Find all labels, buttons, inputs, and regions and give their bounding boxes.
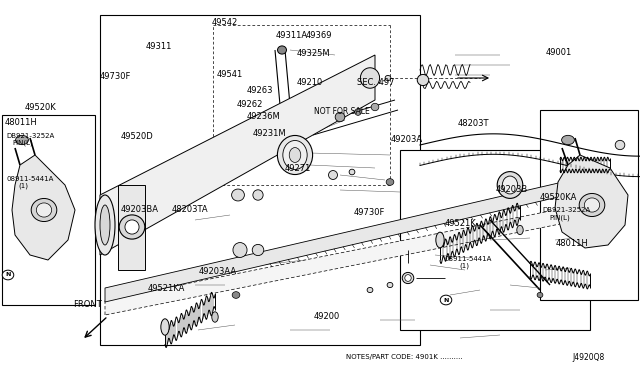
- Text: PIN(L): PIN(L): [13, 140, 33, 147]
- Ellipse shape: [355, 109, 361, 115]
- Text: 49203B: 49203B: [496, 185, 528, 194]
- Ellipse shape: [119, 215, 145, 239]
- Text: SEC. 497: SEC. 497: [357, 78, 395, 87]
- Ellipse shape: [253, 190, 263, 200]
- Ellipse shape: [335, 112, 345, 122]
- Ellipse shape: [277, 135, 312, 174]
- Polygon shape: [118, 185, 145, 270]
- Polygon shape: [100, 55, 375, 255]
- Ellipse shape: [387, 282, 393, 288]
- Polygon shape: [105, 205, 580, 315]
- Ellipse shape: [31, 199, 57, 222]
- Text: 49203BA: 49203BA: [120, 205, 158, 214]
- Text: 49521KA: 49521KA: [147, 284, 184, 293]
- Text: 49203AA: 49203AA: [198, 267, 237, 276]
- Ellipse shape: [283, 141, 307, 170]
- Text: J4920Q8: J4920Q8: [573, 353, 605, 362]
- Ellipse shape: [232, 292, 240, 298]
- Text: 49521K: 49521K: [445, 219, 477, 228]
- Ellipse shape: [386, 179, 394, 185]
- Ellipse shape: [161, 319, 169, 335]
- Text: 49325M: 49325M: [296, 49, 330, 58]
- Ellipse shape: [3, 270, 14, 280]
- Bar: [100, 15, 420, 345]
- Text: 49369: 49369: [306, 31, 332, 40]
- Text: 49542: 49542: [211, 18, 237, 27]
- Ellipse shape: [328, 170, 337, 179]
- Ellipse shape: [537, 292, 543, 298]
- Text: 49271: 49271: [285, 164, 311, 173]
- Ellipse shape: [385, 76, 391, 81]
- Text: 48203T: 48203T: [458, 119, 489, 128]
- Ellipse shape: [252, 244, 264, 256]
- Ellipse shape: [212, 312, 218, 322]
- Text: 49236M: 49236M: [246, 112, 280, 121]
- Text: 49210: 49210: [296, 78, 323, 87]
- Bar: [540, 110, 638, 300]
- Text: 49200: 49200: [314, 312, 340, 321]
- Text: FRONT: FRONT: [74, 300, 102, 309]
- Text: 49520D: 49520D: [120, 132, 153, 141]
- Text: (1): (1): [460, 263, 470, 269]
- Text: N: N: [444, 298, 449, 302]
- Ellipse shape: [371, 103, 379, 111]
- Ellipse shape: [497, 171, 523, 198]
- Text: 48011H: 48011H: [556, 239, 588, 248]
- Ellipse shape: [562, 135, 575, 145]
- Ellipse shape: [36, 203, 52, 217]
- Ellipse shape: [289, 148, 301, 163]
- Bar: [2, 115, 95, 305]
- Ellipse shape: [403, 272, 414, 283]
- Text: 49001: 49001: [545, 48, 572, 57]
- Polygon shape: [555, 155, 628, 248]
- Ellipse shape: [15, 135, 28, 145]
- Text: (1): (1): [18, 183, 28, 189]
- Ellipse shape: [440, 295, 452, 305]
- Ellipse shape: [367, 288, 373, 293]
- Ellipse shape: [95, 195, 115, 255]
- Text: 48203TA: 48203TA: [172, 205, 208, 214]
- Text: 49541: 49541: [216, 70, 243, 79]
- Ellipse shape: [233, 243, 247, 257]
- Text: 49730F: 49730F: [354, 208, 385, 217]
- Polygon shape: [105, 178, 580, 302]
- Ellipse shape: [360, 68, 380, 88]
- Text: 49311: 49311: [146, 42, 172, 51]
- Text: 49231M: 49231M: [253, 129, 287, 138]
- Text: NOT FOR SALE: NOT FOR SALE: [314, 107, 369, 116]
- Text: 08911-5441A: 08911-5441A: [6, 176, 54, 182]
- Ellipse shape: [278, 46, 287, 54]
- Text: DB921-3252A: DB921-3252A: [543, 207, 591, 213]
- Ellipse shape: [584, 198, 600, 212]
- Ellipse shape: [436, 232, 444, 248]
- Ellipse shape: [417, 74, 429, 86]
- Ellipse shape: [615, 140, 625, 150]
- Text: NOTES/PART CODE: 4901K ..........: NOTES/PART CODE: 4901K ..........: [346, 354, 462, 360]
- Ellipse shape: [349, 169, 355, 175]
- Text: PIN(L): PIN(L): [549, 214, 570, 221]
- Text: 49520KA: 49520KA: [540, 193, 577, 202]
- Ellipse shape: [502, 176, 518, 194]
- Text: 48011H: 48011H: [5, 118, 38, 126]
- Polygon shape: [12, 155, 75, 260]
- Ellipse shape: [405, 275, 412, 281]
- Ellipse shape: [232, 189, 244, 201]
- Ellipse shape: [579, 193, 605, 217]
- Text: 49263: 49263: [246, 86, 273, 95]
- Text: 49262: 49262: [237, 100, 263, 109]
- Text: N: N: [5, 273, 11, 278]
- Text: 49520K: 49520K: [24, 103, 56, 112]
- Ellipse shape: [517, 225, 524, 235]
- Ellipse shape: [100, 205, 110, 245]
- Bar: [400, 150, 590, 330]
- Text: 49311A: 49311A: [275, 31, 307, 40]
- Text: 08911-5441A: 08911-5441A: [445, 256, 492, 262]
- Text: DB921-3252A: DB921-3252A: [6, 133, 54, 139]
- Ellipse shape: [125, 220, 139, 234]
- Text: 49730F: 49730F: [99, 72, 131, 81]
- Text: 49203A: 49203A: [390, 135, 422, 144]
